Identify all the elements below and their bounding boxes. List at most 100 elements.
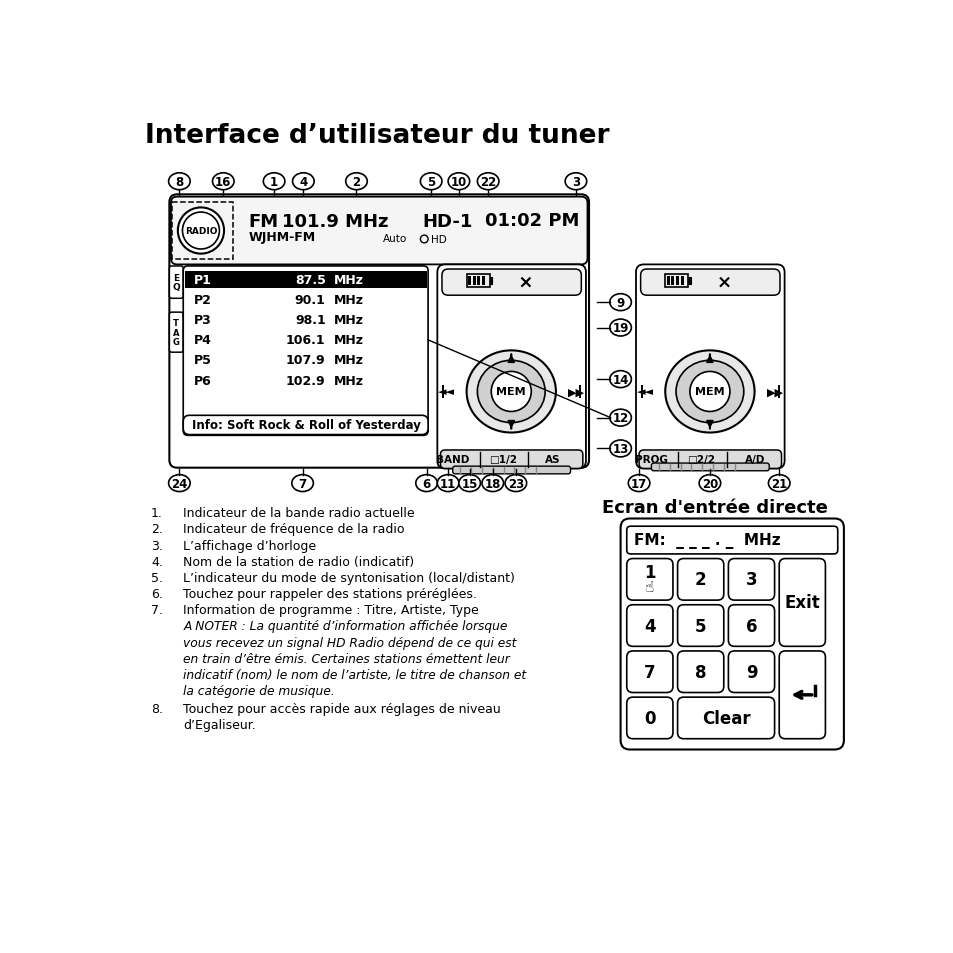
Ellipse shape xyxy=(609,410,631,427)
Bar xyxy=(777,386,780,398)
Text: Indicateur de fréquence de la radio: Indicateur de fréquence de la radio xyxy=(183,523,404,536)
Text: L’affichage d’horloge: L’affichage d’horloge xyxy=(183,539,316,552)
Text: 5: 5 xyxy=(427,175,435,189)
Text: ☝: ☝ xyxy=(644,579,654,595)
Text: MEM: MEM xyxy=(496,387,525,397)
Text: E
Q: E Q xyxy=(172,274,180,293)
FancyBboxPatch shape xyxy=(436,265,585,469)
Text: la catégorie de musique.: la catégorie de musique. xyxy=(183,684,335,698)
FancyBboxPatch shape xyxy=(636,265,783,469)
Bar xyxy=(640,386,642,398)
Ellipse shape xyxy=(476,173,498,191)
Text: 5: 5 xyxy=(694,617,705,635)
Ellipse shape xyxy=(609,320,631,336)
FancyBboxPatch shape xyxy=(728,605,774,647)
Text: 24: 24 xyxy=(171,477,188,490)
Ellipse shape xyxy=(676,361,743,423)
Text: 18: 18 xyxy=(484,477,500,490)
Ellipse shape xyxy=(564,173,586,191)
FancyBboxPatch shape xyxy=(440,451,582,469)
Text: 90.1: 90.1 xyxy=(294,294,325,307)
Bar xyxy=(476,276,480,286)
Text: 17: 17 xyxy=(630,477,646,490)
Text: 9: 9 xyxy=(616,296,624,310)
Text: HD-1: HD-1 xyxy=(421,213,472,231)
Text: Ecran d'entrée directe: Ecran d'entrée directe xyxy=(601,499,826,517)
Text: MHz: MHz xyxy=(333,375,363,388)
Circle shape xyxy=(177,208,224,254)
Text: 6.: 6. xyxy=(151,587,163,600)
Text: 1.: 1. xyxy=(151,507,163,519)
Text: 22: 22 xyxy=(479,175,496,189)
Text: P4: P4 xyxy=(193,334,212,347)
Bar xyxy=(468,276,471,286)
Text: en train d’être émis. Certaines stations émettent leur: en train d’être émis. Certaines stations… xyxy=(183,652,510,665)
Ellipse shape xyxy=(436,476,458,492)
FancyBboxPatch shape xyxy=(728,651,774,693)
Text: 12: 12 xyxy=(612,412,628,425)
Text: BAND: BAND xyxy=(436,455,469,465)
Text: 13: 13 xyxy=(612,442,628,456)
Text: RADIO: RADIO xyxy=(185,227,217,235)
Text: 19: 19 xyxy=(612,322,628,335)
Text: 20: 20 xyxy=(701,477,718,490)
Text: HD: HD xyxy=(431,234,446,245)
Text: A/D: A/D xyxy=(744,455,764,465)
Text: Nom de la station de radio (indicatif): Nom de la station de radio (indicatif) xyxy=(183,555,414,568)
FancyBboxPatch shape xyxy=(626,605,672,647)
Text: 106.1: 106.1 xyxy=(286,334,325,347)
Ellipse shape xyxy=(448,173,469,191)
Text: MHz: MHz xyxy=(333,354,363,367)
Ellipse shape xyxy=(628,476,649,492)
Ellipse shape xyxy=(420,173,441,191)
Text: 4: 4 xyxy=(643,617,655,635)
Text: 4.: 4. xyxy=(151,555,163,568)
Text: 2: 2 xyxy=(694,571,706,589)
Text: 9: 9 xyxy=(745,663,757,681)
Text: 0: 0 xyxy=(643,709,655,727)
Text: 98.1: 98.1 xyxy=(294,314,325,327)
Text: 8: 8 xyxy=(694,663,705,681)
Bar xyxy=(688,278,690,284)
FancyBboxPatch shape xyxy=(183,267,428,436)
Bar xyxy=(185,272,426,288)
Text: indicatif (nom) le nom de l’artiste, le titre de chanson et: indicatif (nom) le nom de l’artiste, le … xyxy=(183,668,526,681)
Text: A NOTER : La quantité d’information affichée lorsque: A NOTER : La quantité d’information affi… xyxy=(183,619,507,633)
Text: 7: 7 xyxy=(643,663,655,681)
Text: 15: 15 xyxy=(461,477,477,490)
FancyBboxPatch shape xyxy=(170,267,183,299)
Text: 6: 6 xyxy=(745,617,757,635)
Bar xyxy=(489,278,492,284)
Text: L’indicateur du mode de syntonisation (local/distant): L’indicateur du mode de syntonisation (l… xyxy=(183,571,515,584)
FancyBboxPatch shape xyxy=(640,270,780,295)
Text: P3: P3 xyxy=(193,314,212,327)
Text: MHz: MHz xyxy=(333,274,363,286)
FancyBboxPatch shape xyxy=(677,698,774,739)
Text: AS: AS xyxy=(544,455,560,465)
Ellipse shape xyxy=(169,173,190,191)
FancyBboxPatch shape xyxy=(651,463,768,472)
Ellipse shape xyxy=(345,173,367,191)
Text: Touchez pour accès rapide aux réglages de niveau: Touchez pour accès rapide aux réglages d… xyxy=(183,702,500,715)
Text: WJHM-FM: WJHM-FM xyxy=(249,231,315,244)
Text: 21: 21 xyxy=(770,477,786,490)
FancyBboxPatch shape xyxy=(441,270,580,295)
FancyBboxPatch shape xyxy=(453,467,570,475)
Text: FM:  _ _ _ . _  MHz: FM: _ _ _ . _ MHz xyxy=(634,533,781,549)
Text: d’Egaliseur.: d’Egaliseur. xyxy=(183,719,255,731)
Ellipse shape xyxy=(664,351,754,433)
Ellipse shape xyxy=(481,476,503,492)
Ellipse shape xyxy=(476,361,544,423)
Text: 14: 14 xyxy=(612,374,628,386)
Text: 102.9: 102.9 xyxy=(286,375,325,388)
Text: MHz: MHz xyxy=(333,294,363,307)
Ellipse shape xyxy=(263,173,285,191)
Text: MEM: MEM xyxy=(695,387,724,397)
Text: 1: 1 xyxy=(270,175,278,189)
FancyBboxPatch shape xyxy=(170,195,588,468)
Bar xyxy=(578,386,580,398)
Bar xyxy=(473,276,476,286)
FancyBboxPatch shape xyxy=(639,451,781,469)
Text: Touchez pour rappeler des stations préréglées.: Touchez pour rappeler des stations préré… xyxy=(183,587,476,600)
Text: ◄◄: ◄◄ xyxy=(636,387,653,397)
